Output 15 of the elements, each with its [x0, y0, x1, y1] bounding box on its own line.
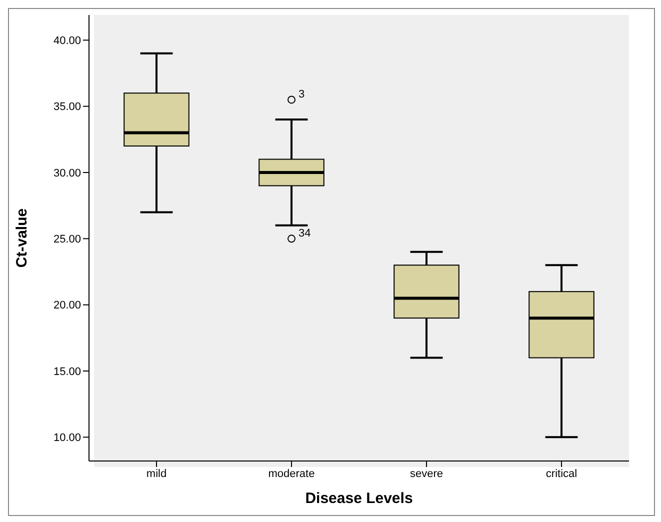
x-axis-title: Disease Levels: [305, 490, 413, 507]
y-tick-label: 10.00: [53, 432, 81, 444]
x-tick-label: mild: [146, 468, 167, 480]
annotation: 3: [298, 88, 305, 101]
y-tick-label: 25.00: [53, 234, 81, 246]
y-tick-label: 30.00: [53, 167, 81, 180]
annotation: 34: [298, 228, 311, 240]
x-tick-label: moderate: [268, 468, 315, 480]
x-tick-label: severe: [410, 468, 444, 480]
y-axis-title: Ct-value: [13, 208, 30, 268]
y-tick-label: 35.00: [53, 101, 81, 114]
y-tick-label: 15.00: [53, 366, 81, 378]
x-tick-label: critical: [546, 468, 578, 480]
y-tick-label: 40.00: [53, 35, 81, 48]
y-tick-label: 20.00: [53, 300, 81, 312]
